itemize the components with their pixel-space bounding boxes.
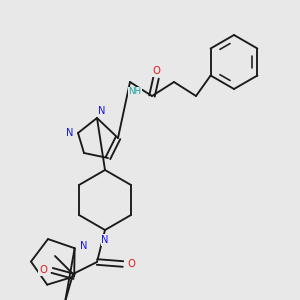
Text: N: N [80, 241, 87, 251]
Text: NH: NH [128, 88, 142, 97]
Text: N: N [66, 128, 74, 138]
Text: N: N [101, 235, 109, 245]
Text: O: O [39, 266, 47, 275]
Text: O: O [152, 66, 160, 76]
Text: O: O [127, 259, 135, 269]
Text: N: N [98, 106, 106, 116]
